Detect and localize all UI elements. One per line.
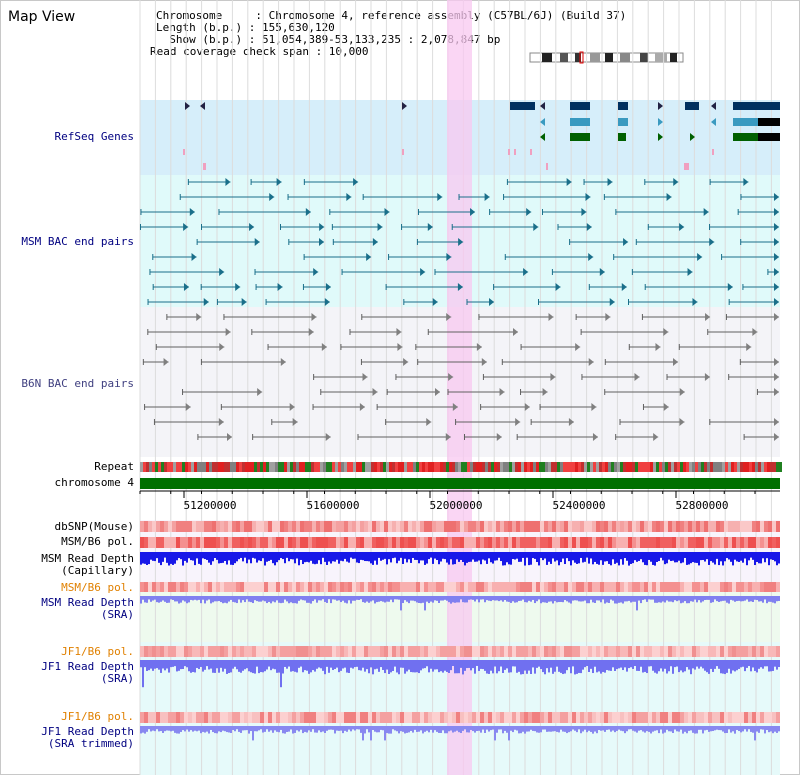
track-label-msm-b6-pol-2[interactable]: MSM/B6 pol. xyxy=(61,581,134,594)
jf1-b6-pol-strip-1[interactable] xyxy=(140,646,780,657)
position-axis: 51200000 51600000 52000000 52400000 5280… xyxy=(139,490,780,512)
track-label-sra-trimmed: (SRA trimmed) xyxy=(47,737,134,750)
track-label-jf1-b6-pol-2[interactable]: JF1/B6 pol. xyxy=(61,710,134,723)
chromosome-bar[interactable] xyxy=(140,478,780,489)
page-title: Map View xyxy=(8,9,76,25)
chromosome-ideogram[interactable] xyxy=(529,51,684,64)
track-label-dbsnp[interactable]: dbSNP(Mouse) xyxy=(54,520,134,533)
track-label-b6n-bac[interactable]: B6N BAC end pairs xyxy=(21,377,134,390)
axis-tick-label: 52800000 xyxy=(676,499,729,512)
axis-tick-label: 51200000 xyxy=(184,499,237,512)
track-label-jf1-read-depth-trimmed[interactable]: JF1 Read Depth xyxy=(41,725,134,738)
dbsnp-strip[interactable] xyxy=(140,521,780,532)
track-label-capillary: (Capillary) xyxy=(61,564,134,577)
track-label-msm-read-depth-sra[interactable]: MSM Read Depth xyxy=(41,596,134,609)
refseq-genes[interactable] xyxy=(183,102,780,170)
selected-region[interactable] xyxy=(447,0,472,775)
track-label-repeat[interactable]: Repeat xyxy=(94,460,134,473)
track-label-chromosome[interactable]: chromosome 4 xyxy=(54,476,134,489)
msm-capillary-depth[interactable] xyxy=(140,552,780,566)
msm-b6-pol-strip-1[interactable] xyxy=(140,537,780,548)
track-label-jf1-b6-pol[interactable]: JF1/B6 pol. xyxy=(61,645,134,658)
coverage-line: Read coverage check span : 10,000 xyxy=(150,45,369,58)
track-label-msm-sra: (SRA) xyxy=(100,608,134,621)
track-label-msm-read-depth-cap[interactable]: MSM Read Depth xyxy=(41,552,134,565)
msm-b6-pol-strip-2[interactable] xyxy=(140,582,780,592)
track-label-msm-b6-pol[interactable]: MSM/B6 pol. xyxy=(61,535,134,548)
track-label-msm-bac[interactable]: MSM BAC end pairs xyxy=(21,235,134,248)
jf1-sra-depth[interactable] xyxy=(140,660,780,688)
track-label-refseq[interactable]: RefSeq Genes xyxy=(54,130,134,143)
jf1-sra-trimmed-depth[interactable] xyxy=(140,726,780,741)
track-label-jf1-read-depth[interactable]: JF1 Read Depth xyxy=(41,660,134,673)
axis-tick-label: 52000000 xyxy=(430,499,483,512)
msm-sra-depth[interactable] xyxy=(140,596,780,611)
jf1-b6-pol-strip-2[interactable] xyxy=(140,712,780,723)
b6n-bac-pairs[interactable] xyxy=(142,313,779,441)
axis-tick-label: 51600000 xyxy=(307,499,360,512)
axis-tick-label: 52400000 xyxy=(553,499,606,512)
repeat-track[interactable] xyxy=(140,462,782,472)
msm-bac-pairs[interactable] xyxy=(139,178,779,306)
track-label-jf1-sra: (SRA) xyxy=(100,672,134,685)
